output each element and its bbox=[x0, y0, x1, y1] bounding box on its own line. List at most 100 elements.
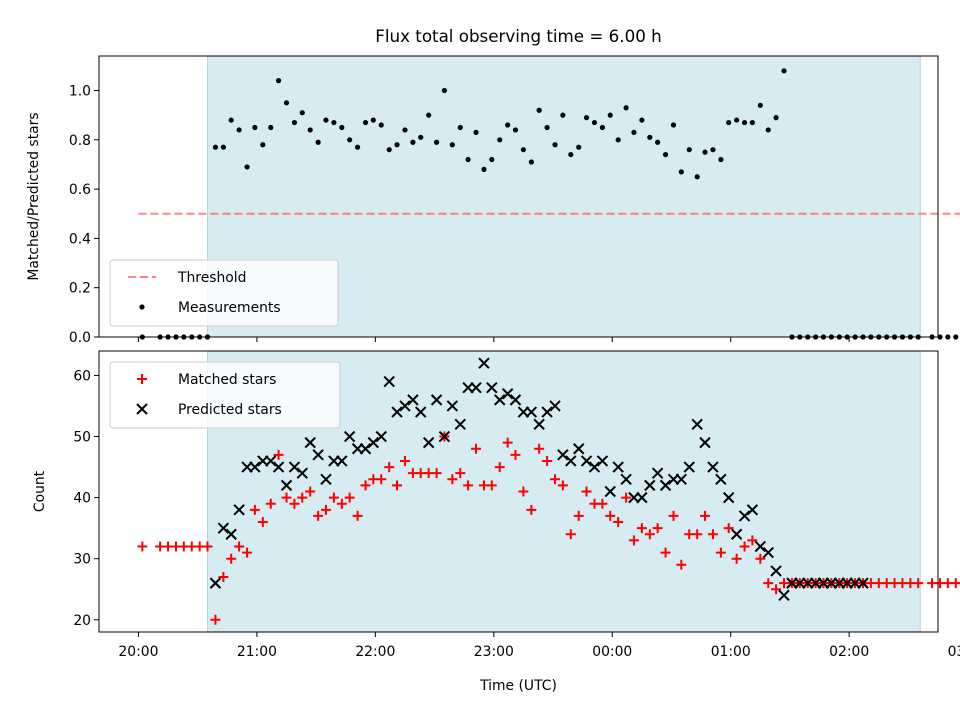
measurement-point bbox=[718, 156, 724, 163]
matched-star-marker bbox=[218, 572, 229, 583]
measurement-point bbox=[268, 124, 274, 131]
measurement-point bbox=[212, 144, 219, 150]
count-axes-frame bbox=[98, 350, 939, 633]
matched-star-marker bbox=[707, 529, 718, 540]
measurement-point bbox=[426, 112, 432, 118]
matched-star-marker bbox=[771, 584, 782, 595]
measurement-point bbox=[331, 119, 337, 126]
predicted-star-marker bbox=[438, 430, 451, 443]
ratio-y-axis-label: Matched/Predicted stars bbox=[26, 112, 42, 280]
measurement-point bbox=[765, 127, 771, 133]
measurement-point bbox=[568, 151, 574, 158]
predicted-star-marker bbox=[636, 491, 648, 504]
y-tick-label: 20 bbox=[73, 613, 91, 629]
predicted-star-marker bbox=[596, 455, 609, 467]
matched-star-marker bbox=[399, 455, 410, 466]
legend-matched-swatch bbox=[137, 374, 147, 384]
predicted-star-marker bbox=[691, 418, 703, 431]
matched-star-marker bbox=[242, 547, 253, 558]
legend-label: Predicted stars bbox=[178, 402, 282, 418]
matched-star-marker bbox=[565, 529, 576, 540]
predicted-star-marker bbox=[857, 577, 869, 589]
predicted-star-marker bbox=[762, 546, 774, 559]
x-tick-label: 03:00 bbox=[948, 644, 960, 660]
predicted-star-marker bbox=[659, 479, 672, 492]
measurement-point bbox=[631, 129, 637, 136]
matched-star-marker bbox=[344, 492, 355, 503]
matched-star-marker bbox=[471, 443, 482, 454]
measurement-point bbox=[236, 127, 242, 133]
x-tick-label: 22:00 bbox=[355, 644, 395, 660]
predicted-star-marker bbox=[422, 436, 435, 449]
matched-star-marker bbox=[723, 523, 734, 534]
matched-star-marker bbox=[597, 498, 608, 509]
measurement-point bbox=[576, 144, 582, 150]
measurement-point bbox=[528, 159, 534, 165]
matched-star-marker bbox=[731, 553, 742, 564]
measurement-point bbox=[489, 156, 495, 163]
legend-measurement-swatch bbox=[139, 304, 145, 310]
y-tick-label: 0.8 bbox=[69, 133, 91, 149]
predicted-star-marker bbox=[320, 473, 332, 485]
measurement-point bbox=[670, 122, 677, 128]
matched-star-marker bbox=[376, 474, 387, 485]
measurement-point bbox=[734, 117, 740, 123]
measurement-point bbox=[945, 334, 951, 340]
matched-star-marker bbox=[628, 535, 639, 546]
measurement-point bbox=[686, 147, 692, 153]
measurement-point bbox=[394, 142, 400, 148]
measurement-point bbox=[465, 156, 471, 163]
predicted-star-marker bbox=[249, 461, 261, 473]
count-y-axis-label: Count bbox=[32, 470, 48, 512]
predicted-star-marker bbox=[557, 449, 569, 461]
measurement-point bbox=[307, 127, 313, 133]
predicted-star-marker bbox=[446, 400, 459, 412]
predicted-star-marker bbox=[454, 418, 466, 431]
predicted-star-marker bbox=[699, 436, 711, 449]
measurement-point bbox=[260, 142, 266, 148]
predicted-star-marker bbox=[722, 491, 735, 504]
measurement-point bbox=[599, 124, 606, 131]
predicted-star-marker bbox=[651, 467, 664, 479]
matched-star-marker bbox=[447, 474, 458, 485]
predicted-star-marker bbox=[359, 443, 372, 455]
predicted-star-marker bbox=[233, 504, 245, 516]
predicted-star-marker bbox=[312, 449, 324, 461]
measurement-point bbox=[655, 139, 661, 145]
matched-star-marker bbox=[526, 504, 537, 515]
y-tick-label: 60 bbox=[73, 368, 91, 384]
count-legend: Matched stars Predicted stars bbox=[109, 361, 341, 429]
measurement-point bbox=[591, 119, 598, 126]
predicted-star-marker bbox=[707, 461, 719, 473]
matched-star-marker bbox=[392, 480, 403, 491]
measurement-point bbox=[520, 147, 527, 153]
matched-star-marker bbox=[297, 492, 308, 503]
predicted-star-marker bbox=[494, 394, 506, 406]
measurement-point bbox=[497, 137, 503, 143]
matched-star-marker bbox=[137, 541, 148, 552]
matched-star-marker bbox=[384, 462, 395, 473]
measurement-point bbox=[639, 117, 645, 123]
measurement-point bbox=[583, 115, 590, 121]
matched-star-marker bbox=[700, 510, 711, 521]
measurement-point bbox=[544, 124, 550, 131]
measurement-point bbox=[726, 119, 732, 126]
predicted-star-marker bbox=[573, 443, 585, 455]
matched-star-marker bbox=[226, 553, 237, 564]
matched-star-marker bbox=[210, 614, 221, 625]
measurement-point bbox=[441, 87, 448, 94]
predicted-star-marker bbox=[525, 406, 538, 418]
measurement-point bbox=[757, 102, 763, 108]
matched-star-marker bbox=[257, 517, 268, 528]
measurement-point bbox=[741, 119, 748, 126]
matched-star-marker bbox=[249, 504, 260, 515]
matched-star-marker bbox=[510, 449, 521, 460]
matched-star-marker bbox=[636, 523, 647, 534]
matched-star-marker bbox=[652, 523, 663, 534]
measurement-point bbox=[299, 110, 305, 116]
matched-star-marker bbox=[463, 480, 474, 491]
matched-star-marker bbox=[313, 510, 324, 521]
x-axis-label: Time (UTC) bbox=[479, 678, 557, 694]
predicted-star-marker bbox=[754, 540, 767, 553]
predicted-star-marker bbox=[383, 375, 395, 388]
